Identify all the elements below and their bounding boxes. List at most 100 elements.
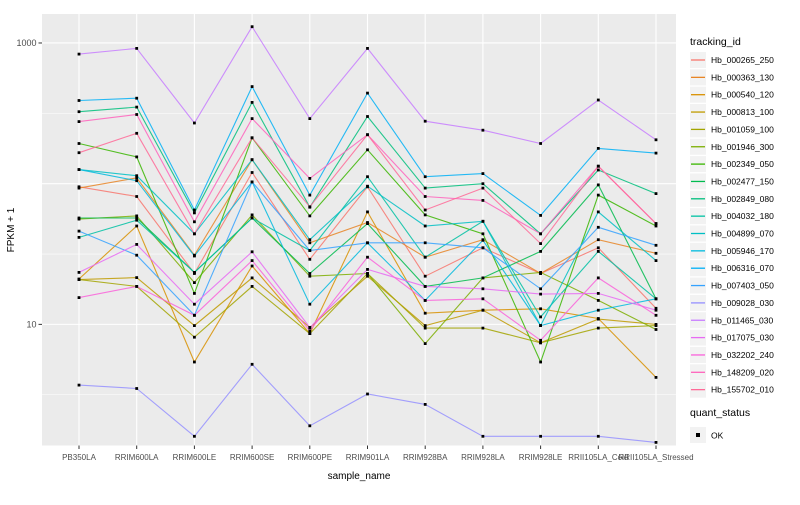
data-point: [77, 229, 81, 233]
data-point: [135, 253, 139, 257]
legend-item-label: Hb_000813_100: [711, 107, 774, 117]
data-point: [596, 210, 600, 214]
data-point: [539, 360, 542, 364]
data-point: [250, 264, 254, 268]
ok-square-marker-icon: [696, 433, 700, 437]
x-tick-label: RRII105LA_Cold: [568, 453, 628, 462]
data-point: [596, 168, 600, 172]
data-point: [423, 324, 427, 327]
data-point: [308, 238, 312, 242]
data-point: [481, 232, 485, 236]
legend-item-label: Hb_004032_180: [711, 211, 774, 221]
data-point: [135, 96, 139, 100]
data-point: [654, 313, 658, 317]
legend-item: Hb_002477_150: [690, 173, 774, 190]
data-point: [250, 216, 254, 220]
data-point: [135, 224, 139, 228]
data-point: [596, 164, 600, 168]
legend-item-label: Hb_007403_050: [711, 281, 774, 291]
data-point: [481, 186, 485, 190]
data-point: [423, 213, 427, 217]
x-tick-label: RRIM600PE: [288, 453, 332, 462]
legend-item: Hb_000813_100: [690, 104, 774, 121]
data-point: [423, 208, 427, 212]
y-tick-label: 1000: [16, 38, 36, 48]
data-point: [250, 85, 254, 88]
data-point: [481, 308, 485, 312]
legend-item: Hb_148209_020: [690, 364, 774, 381]
data-point: [193, 302, 196, 306]
data-point: [539, 434, 542, 438]
legend-item: Hb_005946_170: [690, 242, 774, 259]
x-tick-label: RRII105LA_Stressed: [618, 453, 693, 462]
data-point: [308, 302, 312, 306]
data-point: [366, 392, 369, 396]
data-point: [539, 287, 542, 291]
data-point: [193, 324, 196, 327]
data-point: [539, 250, 542, 253]
data-point: [250, 362, 254, 366]
data-point: [596, 299, 600, 302]
data-point: [539, 271, 542, 274]
data-point: [135, 285, 139, 288]
data-point: [366, 133, 369, 137]
data-point: [250, 259, 254, 262]
legend-tracking-id: Hb_000265_250 Hb_000363_130 Hb_000540_120 H…: [690, 52, 774, 398]
data-point: [250, 136, 254, 140]
data-point: [423, 195, 427, 198]
data-point: [135, 155, 139, 159]
x-tick-label: PB350LA: [62, 453, 96, 462]
data-point: [77, 216, 81, 220]
data-point: [135, 113, 139, 116]
data-point: [193, 254, 196, 258]
data-point: [250, 285, 254, 288]
data-point: [654, 192, 658, 195]
data-point: [193, 211, 196, 215]
legend-item: Hb_004032_180: [690, 208, 774, 225]
data-point: [366, 272, 369, 275]
data-point: [77, 296, 81, 299]
data-point: [193, 220, 196, 224]
data-point: [135, 105, 139, 109]
data-point: [193, 360, 196, 364]
data-point: [596, 317, 600, 321]
data-point: [423, 285, 427, 288]
legend-item-label: Hb_148209_020: [711, 367, 774, 377]
legend-item-label: Hb_032202_240: [711, 350, 774, 360]
legend-item: Hb_002849_080: [690, 190, 774, 207]
data-point: [366, 255, 369, 259]
legend-item-label: Hb_002349_050: [711, 159, 774, 169]
data-point: [308, 326, 312, 329]
data-point: [308, 193, 312, 197]
data-point: [308, 272, 312, 275]
data-point: [250, 180, 254, 184]
data-point: [366, 175, 369, 179]
data-point: [481, 287, 485, 291]
data-point: [366, 210, 369, 214]
data-point: [77, 278, 81, 281]
data-point: [423, 311, 427, 315]
quant-status-ok-label: OK: [711, 431, 724, 441]
data-point: [596, 250, 600, 253]
data-point: [654, 324, 658, 327]
data-point: [250, 158, 254, 162]
data-point: [135, 276, 139, 279]
data-point: [135, 218, 139, 222]
legend-item-label: Hb_000540_120: [711, 90, 774, 100]
data-point: [423, 241, 427, 245]
legend-item-label: Hb_017075_030: [711, 333, 774, 343]
legend-item: Hb_000265_250: [690, 52, 774, 68]
legend-item-label: Hb_155702_010: [711, 385, 774, 395]
data-point: [423, 403, 427, 406]
data-point: [423, 326, 427, 330]
legend-item: Hb_009028_030: [690, 294, 774, 311]
data-point: [193, 292, 196, 295]
data-point: [77, 52, 81, 56]
quant-status-legend-item: OK: [690, 427, 724, 443]
data-point: [539, 307, 542, 311]
x-tick-label: RRIM928LE: [519, 453, 563, 462]
data-point: [366, 222, 369, 225]
data-point: [193, 208, 196, 212]
